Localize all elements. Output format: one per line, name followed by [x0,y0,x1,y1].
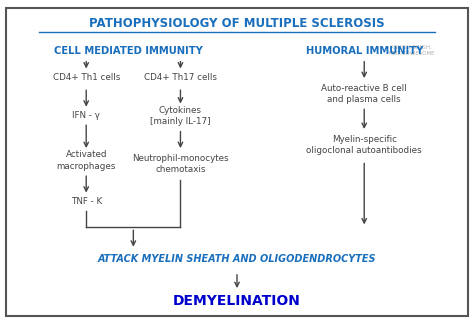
Text: Activated
macrophages: Activated macrophages [56,151,116,170]
Text: Myelin-specific
​oligoclonal autoantibodies: Myelin-specific ​oligoclonal autoantibod… [306,134,422,155]
Text: CD4+ Th17 cells: CD4+ Th17 cells [144,73,217,82]
Text: HUMORAL IMMUNITY: HUMORAL IMMUNITY [306,46,423,56]
Text: ASHISH SINGH,
MEDICOWESOME: ASHISH SINGH, MEDICOWESOME [388,44,435,56]
Text: CELL MEDIATED IMMUNITY: CELL MEDIATED IMMUNITY [54,46,203,56]
Text: Auto-reactive B cell
and plasma cells: Auto-reactive B cell and plasma cells [321,84,407,104]
Text: Cytokines
[mainly IL-17]: Cytokines [mainly IL-17] [150,106,211,126]
Text: Neutrophil-monocytes
chemotaxis: Neutrophil-monocytes chemotaxis [132,154,229,174]
Text: PATHOPHYSIOLOGY OF MULTIPLE SCLEROSIS: PATHOPHYSIOLOGY OF MULTIPLE SCLEROSIS [89,17,385,30]
Text: CD4+ Th1 cells: CD4+ Th1 cells [53,73,120,82]
Text: ATTACK MYELIN SHEATH AND OLIGODENDROCYTES: ATTACK MYELIN SHEATH AND OLIGODENDROCYTE… [98,254,376,264]
Text: DEMYELINATION: DEMYELINATION [173,293,301,308]
Text: TNF - Κ: TNF - Κ [71,197,102,206]
Text: IFN - γ: IFN - γ [72,111,100,120]
